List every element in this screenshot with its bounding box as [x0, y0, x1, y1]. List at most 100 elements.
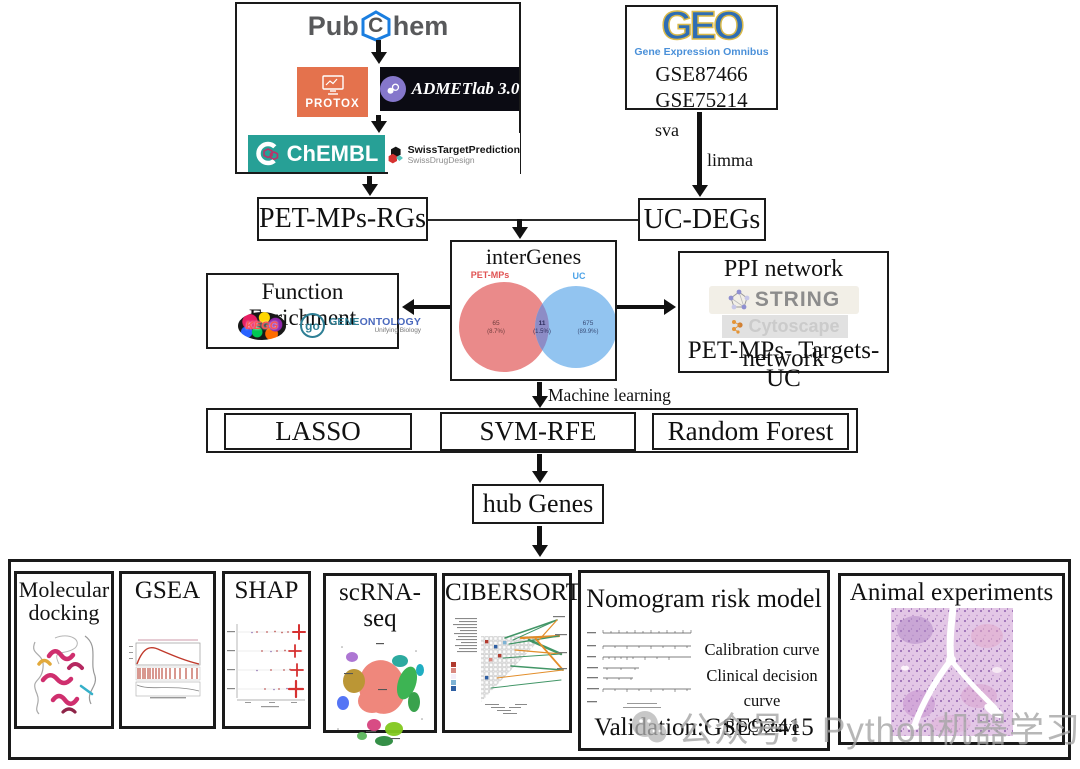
go-circle-icon: go	[300, 313, 325, 338]
protox-label: PROTOX	[305, 97, 360, 110]
shap-title: SHAP	[234, 577, 299, 604]
arrow-hubgenes-to-analyses	[537, 526, 542, 546]
venn-right-label: UC	[573, 271, 586, 281]
nomogram-curve-1: Calibration curve	[704, 640, 820, 659]
admetlab-pill-icon	[379, 76, 406, 102]
edge-label-machine-learning: Machine learning	[548, 385, 671, 405]
geo-subtitle: Gene Expression Omnibus	[634, 46, 769, 58]
cibersort-box: CIBERSORT	[442, 573, 582, 733]
molecular-docking-box: Molecular docking	[14, 571, 114, 729]
kegg-label: KEGG	[245, 320, 279, 332]
arrow-intergenes-to-enrichment	[414, 305, 450, 309]
venn-left-label: PET-MPs	[471, 270, 510, 280]
venn-overlap-count: 11	[539, 320, 546, 327]
admetlab-label: ADMETlab 3.0	[411, 79, 520, 98]
nomogram-curve-3: ROC curve	[724, 716, 800, 736]
pubchem-text-hem: hem	[392, 10, 449, 41]
arrow-ml-to-hubgenes	[537, 454, 542, 472]
ppi-network-box: PPI network STRING Cytoscape PET-MPs- Ta…	[678, 251, 889, 392]
swisstarget-icon	[388, 146, 403, 164]
edge-label-limma: limma	[707, 150, 753, 170]
ml-item-random-forest: Random Forest	[652, 413, 849, 450]
arrow-tools-row1-to-row2	[376, 115, 381, 122]
intergenes-box: interGenes PET-MPs UC 65 (8.7%) 11 (1.5%…	[450, 240, 617, 381]
geo-dataset-2: GSE75214	[655, 88, 748, 113]
function-enrichment-box: Function Enrichment KEGG go GENEONTOLOGY…	[206, 273, 421, 349]
gsea-plot-image	[128, 639, 200, 699]
ppi-network-line2: network	[742, 345, 825, 372]
geo-dataset-1: GSE87466	[655, 62, 748, 86]
string-network-icon	[728, 289, 750, 310]
nomogram-curve-2: Clinical decision curve	[706, 665, 818, 711]
molecular-docking-title-line1: Molecular	[18, 577, 110, 602]
shap-plot-image	[226, 624, 306, 708]
geo-logo: GEO	[661, 4, 745, 48]
arrow-tools-to-petmps	[367, 176, 372, 185]
pubchem-text-pub: Pub	[307, 10, 359, 41]
go-ontology-text: ONTOLOGY	[359, 315, 422, 328]
geo-box: GEO Gene Expression Omnibus GSE87466 GSE…	[625, 4, 778, 113]
arrow-pubchem-to-tools	[376, 40, 381, 53]
arrow-geo-to-ucdegs	[697, 112, 702, 186]
venn-right-count: 675	[583, 320, 594, 327]
pubchem-text-c: C	[368, 14, 384, 37]
cibersort-plot-image	[451, 616, 567, 715]
intergenes-title: interGenes	[485, 244, 582, 269]
connector-petmps-ucdegs	[428, 219, 638, 221]
venn-overlap-pct: (1.5%)	[533, 329, 551, 335]
ppi-network-line1: PET-MPs- Targets-UC	[687, 337, 880, 392]
chembl-label: ChEMBL	[286, 140, 379, 166]
go-gene-text: GENE	[329, 315, 360, 328]
go-tagline: Unifying Biology	[374, 327, 422, 334]
chembl-icon	[255, 141, 280, 166]
arrow-intergenes-to-ml	[537, 382, 542, 397]
molecular-docking-title-line2: docking	[28, 600, 100, 626]
gsea-title: GSEA	[134, 577, 201, 604]
venn-right-pct: (89.9%)	[577, 329, 598, 335]
nomogram-box: Nomogram risk model	[578, 570, 830, 751]
pubchem-hexagon-icon: C	[360, 10, 392, 42]
protein-structure-image	[33, 635, 97, 715]
chembl-logo: ChEMBL	[248, 135, 385, 172]
nomogram-title: Nomogram risk model	[586, 584, 822, 613]
scrna-title: scRNA-seq	[339, 579, 421, 633]
string-label: STRING	[754, 288, 841, 311]
protox-monitor-icon	[321, 74, 344, 95]
node-uc-degs: UC-DEGs	[638, 198, 766, 241]
venn-diagram: PET-MPs UC 65 (8.7%) 11 (1.5%) 675 (89.9…	[459, 270, 615, 372]
venn-left-circle	[459, 282, 549, 372]
ml-item-svm-rfe: SVM-RFE	[440, 412, 636, 451]
protox-logo: PROTOX	[297, 67, 368, 117]
nomogram-plot-image	[587, 630, 692, 708]
cytoscape-label: Cytoscape	[748, 316, 840, 336]
edge-label-sva: sva	[655, 120, 679, 140]
ppi-title: PPI network	[723, 256, 844, 282]
scrna-umap-image	[337, 642, 424, 746]
gsea-box: GSEA	[119, 571, 216, 729]
swissdrugdesign-label: SwissDrugDesign	[407, 155, 475, 166]
cytoscape-icon	[732, 319, 744, 334]
node-pet-mps-rgs: PET-MPs-RGs	[257, 197, 428, 241]
animal-experiments-title: Animal experiments	[849, 579, 1054, 606]
nomogram-validation: Validation:GSE92415	[594, 714, 814, 741]
cibersort-title: CIBERSORT	[445, 579, 582, 606]
histology-image	[890, 608, 1013, 737]
venn-left-count: 65	[492, 320, 500, 327]
string-logo: STRING	[709, 286, 859, 314]
ml-item-lasso: LASSO	[224, 413, 412, 450]
gene-ontology-logo: go GENEONTOLOGY Unifying Biology	[300, 313, 421, 338]
swisstarget-logo: SwissTargetPrediction SwissDrugDesign	[388, 133, 520, 177]
scrna-box: scRNA-seq	[323, 573, 437, 746]
node-hub-genes: hub Genes	[472, 484, 604, 524]
cytoscape-logo: Cytoscape	[722, 315, 848, 338]
kegg-logo: KEGG	[238, 312, 286, 340]
animal-experiments-box: Animal experiments	[838, 573, 1065, 745]
swisstarget-label: SwissTargetPrediction	[407, 144, 520, 157]
arrow-intergenes-to-ppi	[617, 305, 664, 309]
venn-right-circle	[535, 286, 615, 368]
shap-box: SHAP	[222, 571, 311, 729]
arrow-to-intergenes	[517, 219, 522, 228]
